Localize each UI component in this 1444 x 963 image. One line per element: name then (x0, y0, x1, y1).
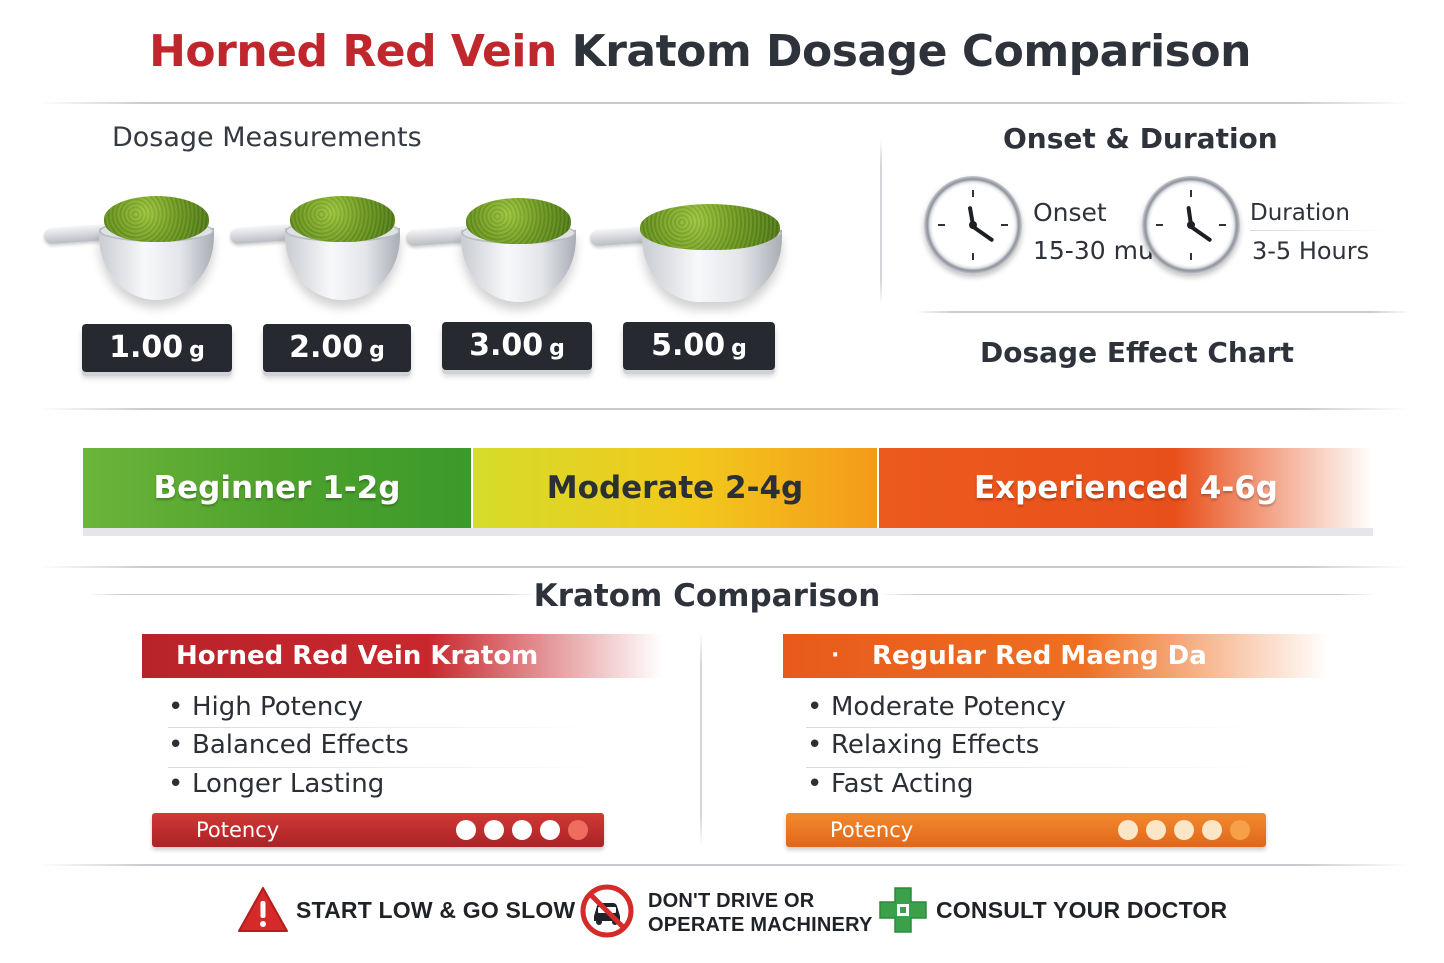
potency-rating (1118, 820, 1250, 840)
potency-dot (1118, 820, 1138, 840)
effect-segment-beginner: Beginner 1-2g (83, 448, 471, 528)
clock-icon (1142, 176, 1240, 274)
weight-value: 1.00 (109, 330, 184, 365)
weight-label-2: 2.00 g (263, 324, 411, 372)
right-product-name: Regular Red Maeng Da (872, 641, 1207, 671)
divider (878, 594, 1376, 595)
divider (88, 594, 536, 595)
potency-dot (456, 820, 476, 840)
potency-dot (568, 820, 588, 840)
onset-label: Onset (1033, 198, 1107, 227)
divider (168, 767, 608, 768)
left-feature-item: High Potency (168, 692, 363, 722)
weight-label-3: 3.00 g (442, 322, 592, 370)
title-accent: Horned Red Vein (149, 26, 557, 77)
left-product-banner: Horned Red Vein Kratom (142, 634, 662, 678)
warning-no-driving-line1: DON'T DRIVE OR (648, 890, 815, 912)
right-feature-item: Moderate Potency (807, 692, 1066, 722)
duration-value: 3-5 Hours (1252, 237, 1370, 265)
weight-value: 3.00 (469, 328, 544, 363)
medical-cross-icon (879, 887, 927, 933)
divider (38, 102, 1408, 104)
warning-no-driving: DON'T DRIVE OR OPERATE MACHINERY (648, 889, 873, 937)
scoop-2 (229, 196, 410, 318)
right-feature-item: Relaxing Effects (807, 730, 1039, 760)
potency-dot (540, 820, 560, 840)
left-potency-bar: Potency (152, 813, 604, 847)
onset-value: 15-30 mu. (1033, 236, 1162, 265)
potency-dot (484, 820, 504, 840)
weight-unit: g (369, 338, 385, 363)
weight-unit: g (549, 336, 565, 361)
divider (38, 566, 1410, 568)
potency-dot (1230, 820, 1250, 840)
divider (38, 408, 1410, 410)
right-product-banner: · Regular Red Maeng Da (783, 634, 1328, 678)
left-product-name: Horned Red Vein Kratom (176, 641, 539, 671)
divider (806, 767, 1266, 768)
left-feature-item: Balanced Effects (168, 730, 409, 760)
potency-dot (1146, 820, 1166, 840)
dosage-effect-bar: Beginner 1-2g Moderate 2-4g Experienced … (83, 448, 1373, 528)
divider (168, 727, 598, 728)
weight-label-4: 5.00 g (623, 322, 775, 370)
effect-segment-moderate: Moderate 2-4g (471, 448, 877, 528)
vertical-divider (880, 140, 882, 305)
clock-icon (924, 176, 1022, 274)
warning-start-low: START LOW & GO SLOW (296, 897, 576, 923)
right-feature-item: Fast Acting (807, 769, 973, 799)
effect-chart-heading: Dosage Effect Chart (980, 336, 1294, 369)
potency-dot (1174, 820, 1194, 840)
duration-label: Duration (1250, 200, 1350, 226)
weight-value: 5.00 (651, 328, 726, 363)
warning-triangle-icon (238, 887, 288, 932)
comparison-heading: Kratom Comparison (533, 578, 881, 614)
potency-label: Potency (196, 818, 280, 842)
title-rest: Kratom Dosage Comparison (571, 26, 1252, 77)
divider (38, 864, 1410, 866)
warning-consult-doctor: CONSULT YOUR DOCTOR (936, 897, 1228, 923)
weight-unit: g (731, 336, 747, 361)
dosage-label: Dosage Measurements (112, 122, 422, 153)
no-driving-icon (580, 884, 634, 938)
right-potency-bar: Potency (786, 813, 1266, 847)
potency-dot (1202, 820, 1222, 840)
weight-value: 2.00 (289, 330, 364, 365)
warning-no-driving-line2: OPERATE MACHINERY (648, 914, 873, 936)
scoop-1 (43, 196, 224, 318)
divider (1250, 230, 1390, 231)
vertical-divider (700, 632, 702, 847)
effect-segment-experienced: Experienced 4-6g (877, 448, 1373, 528)
scoop-3 (405, 198, 586, 320)
scoop-4 (589, 200, 790, 320)
weight-unit: g (189, 338, 205, 363)
potency-dot (512, 820, 532, 840)
page-title: Horned Red Vein Kratom Dosage Comparison (0, 26, 1400, 77)
weight-label-1: 1.00 g (82, 324, 232, 372)
potency-rating (456, 820, 588, 840)
divider (915, 311, 1410, 313)
right-product-marker: · (831, 643, 840, 668)
potency-label: Potency (830, 818, 914, 842)
divider (806, 727, 1261, 728)
left-feature-item: Longer Lasting (168, 769, 384, 799)
onset-duration-heading: Onset & Duration (1003, 122, 1278, 155)
